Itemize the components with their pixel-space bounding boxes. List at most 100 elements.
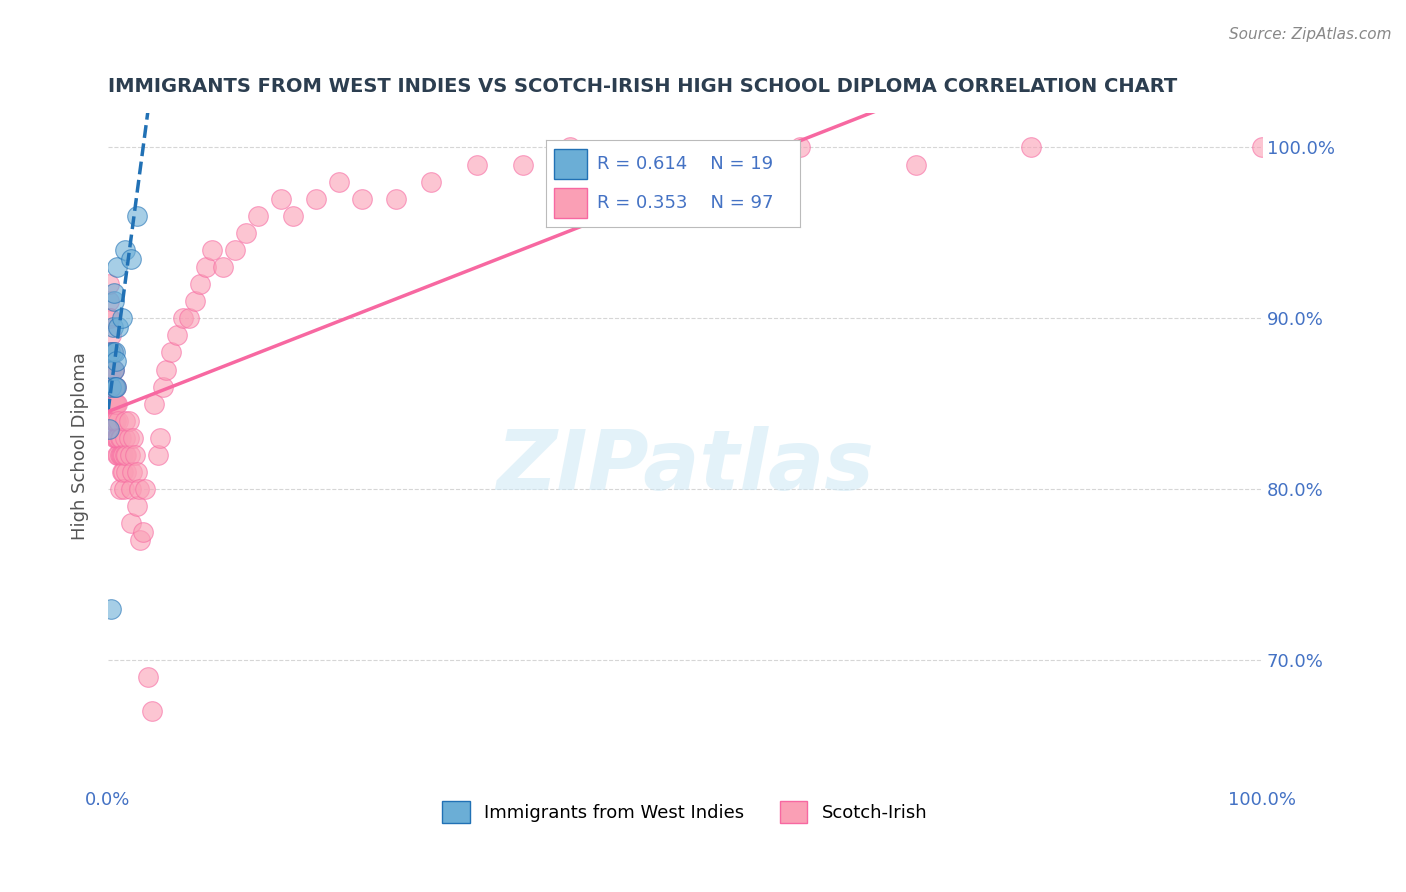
- Point: [100, 601, 122, 615]
- Point: [101, 345, 124, 359]
- Point: [105, 379, 128, 393]
- Point: [98, 345, 121, 359]
- Point: [100, 397, 122, 411]
- Point: [111, 448, 134, 462]
- Point: [107, 448, 129, 462]
- Point: [104, 397, 127, 411]
- Point: [121, 465, 143, 479]
- Point: [246, 209, 269, 223]
- Text: IMMIGRANTS FROM WEST INDIES VS SCOTCH-IRISH HIGH SCHOOL DIPLOMA CORRELATION CHAR: IMMIGRANTS FROM WEST INDIES VS SCOTCH-IR…: [108, 78, 1177, 96]
- Point: [134, 482, 156, 496]
- Point: [177, 311, 200, 326]
- Point: [98, 311, 121, 326]
- Text: Source: ZipAtlas.com: Source: ZipAtlas.com: [1229, 27, 1392, 42]
- Point: [789, 140, 811, 154]
- Point: [188, 277, 211, 292]
- Point: [111, 465, 134, 479]
- Point: [104, 379, 127, 393]
- Point: [224, 243, 246, 257]
- Point: [160, 345, 183, 359]
- Point: [305, 192, 328, 206]
- Point: [120, 482, 142, 496]
- Point: [465, 157, 488, 171]
- Point: [108, 482, 131, 496]
- Y-axis label: High School Diploma: High School Diploma: [72, 352, 89, 541]
- Point: [114, 414, 136, 428]
- Point: [105, 414, 128, 428]
- Point: [235, 226, 257, 240]
- Point: [124, 448, 146, 462]
- Point: [146, 448, 169, 462]
- Point: [105, 397, 128, 411]
- Point: [141, 704, 163, 718]
- Point: [673, 157, 696, 171]
- Point: [107, 431, 129, 445]
- Point: [143, 397, 166, 411]
- Point: [115, 448, 138, 462]
- Point: [512, 157, 534, 171]
- Point: [131, 524, 153, 539]
- Point: [98, 345, 121, 359]
- Point: [104, 379, 127, 393]
- Point: [1251, 140, 1274, 154]
- Point: [122, 431, 145, 445]
- Point: [118, 414, 141, 428]
- Point: [125, 209, 148, 223]
- Point: [108, 448, 131, 462]
- Point: [125, 500, 148, 514]
- Point: [120, 252, 142, 266]
- Point: [385, 192, 408, 206]
- Point: [101, 397, 124, 411]
- Point: [103, 362, 125, 376]
- Point: [104, 431, 127, 445]
- Point: [138, 670, 160, 684]
- Point: [152, 379, 174, 393]
- Point: [98, 345, 121, 359]
- Point: [104, 414, 127, 428]
- Point: [112, 482, 135, 496]
- Point: [111, 465, 134, 479]
- Point: [212, 260, 235, 274]
- Point: [350, 192, 373, 206]
- Point: [98, 294, 121, 309]
- Point: [110, 431, 132, 445]
- Point: [105, 431, 128, 445]
- Point: [108, 431, 131, 445]
- Point: [118, 448, 141, 462]
- Text: ZIPatlas: ZIPatlas: [496, 426, 875, 507]
- Point: [183, 294, 205, 309]
- Point: [103, 414, 125, 428]
- Point: [98, 422, 121, 436]
- Point: [420, 175, 443, 189]
- Point: [100, 379, 122, 393]
- Point: [103, 285, 125, 300]
- Point: [105, 431, 128, 445]
- Point: [172, 311, 194, 326]
- Point: [281, 209, 304, 223]
- Point: [103, 294, 125, 309]
- Point: [110, 448, 132, 462]
- Point: [101, 345, 124, 359]
- Point: [195, 260, 218, 274]
- Point: [104, 345, 127, 359]
- Point: [103, 379, 125, 393]
- Point: [101, 414, 124, 428]
- Point: [103, 397, 125, 411]
- Point: [904, 157, 927, 171]
- Point: [107, 319, 129, 334]
- Point: [105, 397, 128, 411]
- Point: [558, 140, 581, 154]
- Point: [166, 328, 188, 343]
- Point: [114, 448, 136, 462]
- Point: [115, 465, 138, 479]
- Point: [1019, 140, 1042, 154]
- Point: [98, 277, 121, 292]
- Point: [328, 175, 350, 189]
- Point: [98, 379, 121, 393]
- Point: [98, 311, 121, 326]
- Point: [120, 516, 142, 531]
- Point: [149, 431, 172, 445]
- Point: [100, 362, 122, 376]
- Point: [155, 362, 177, 376]
- Point: [105, 260, 128, 274]
